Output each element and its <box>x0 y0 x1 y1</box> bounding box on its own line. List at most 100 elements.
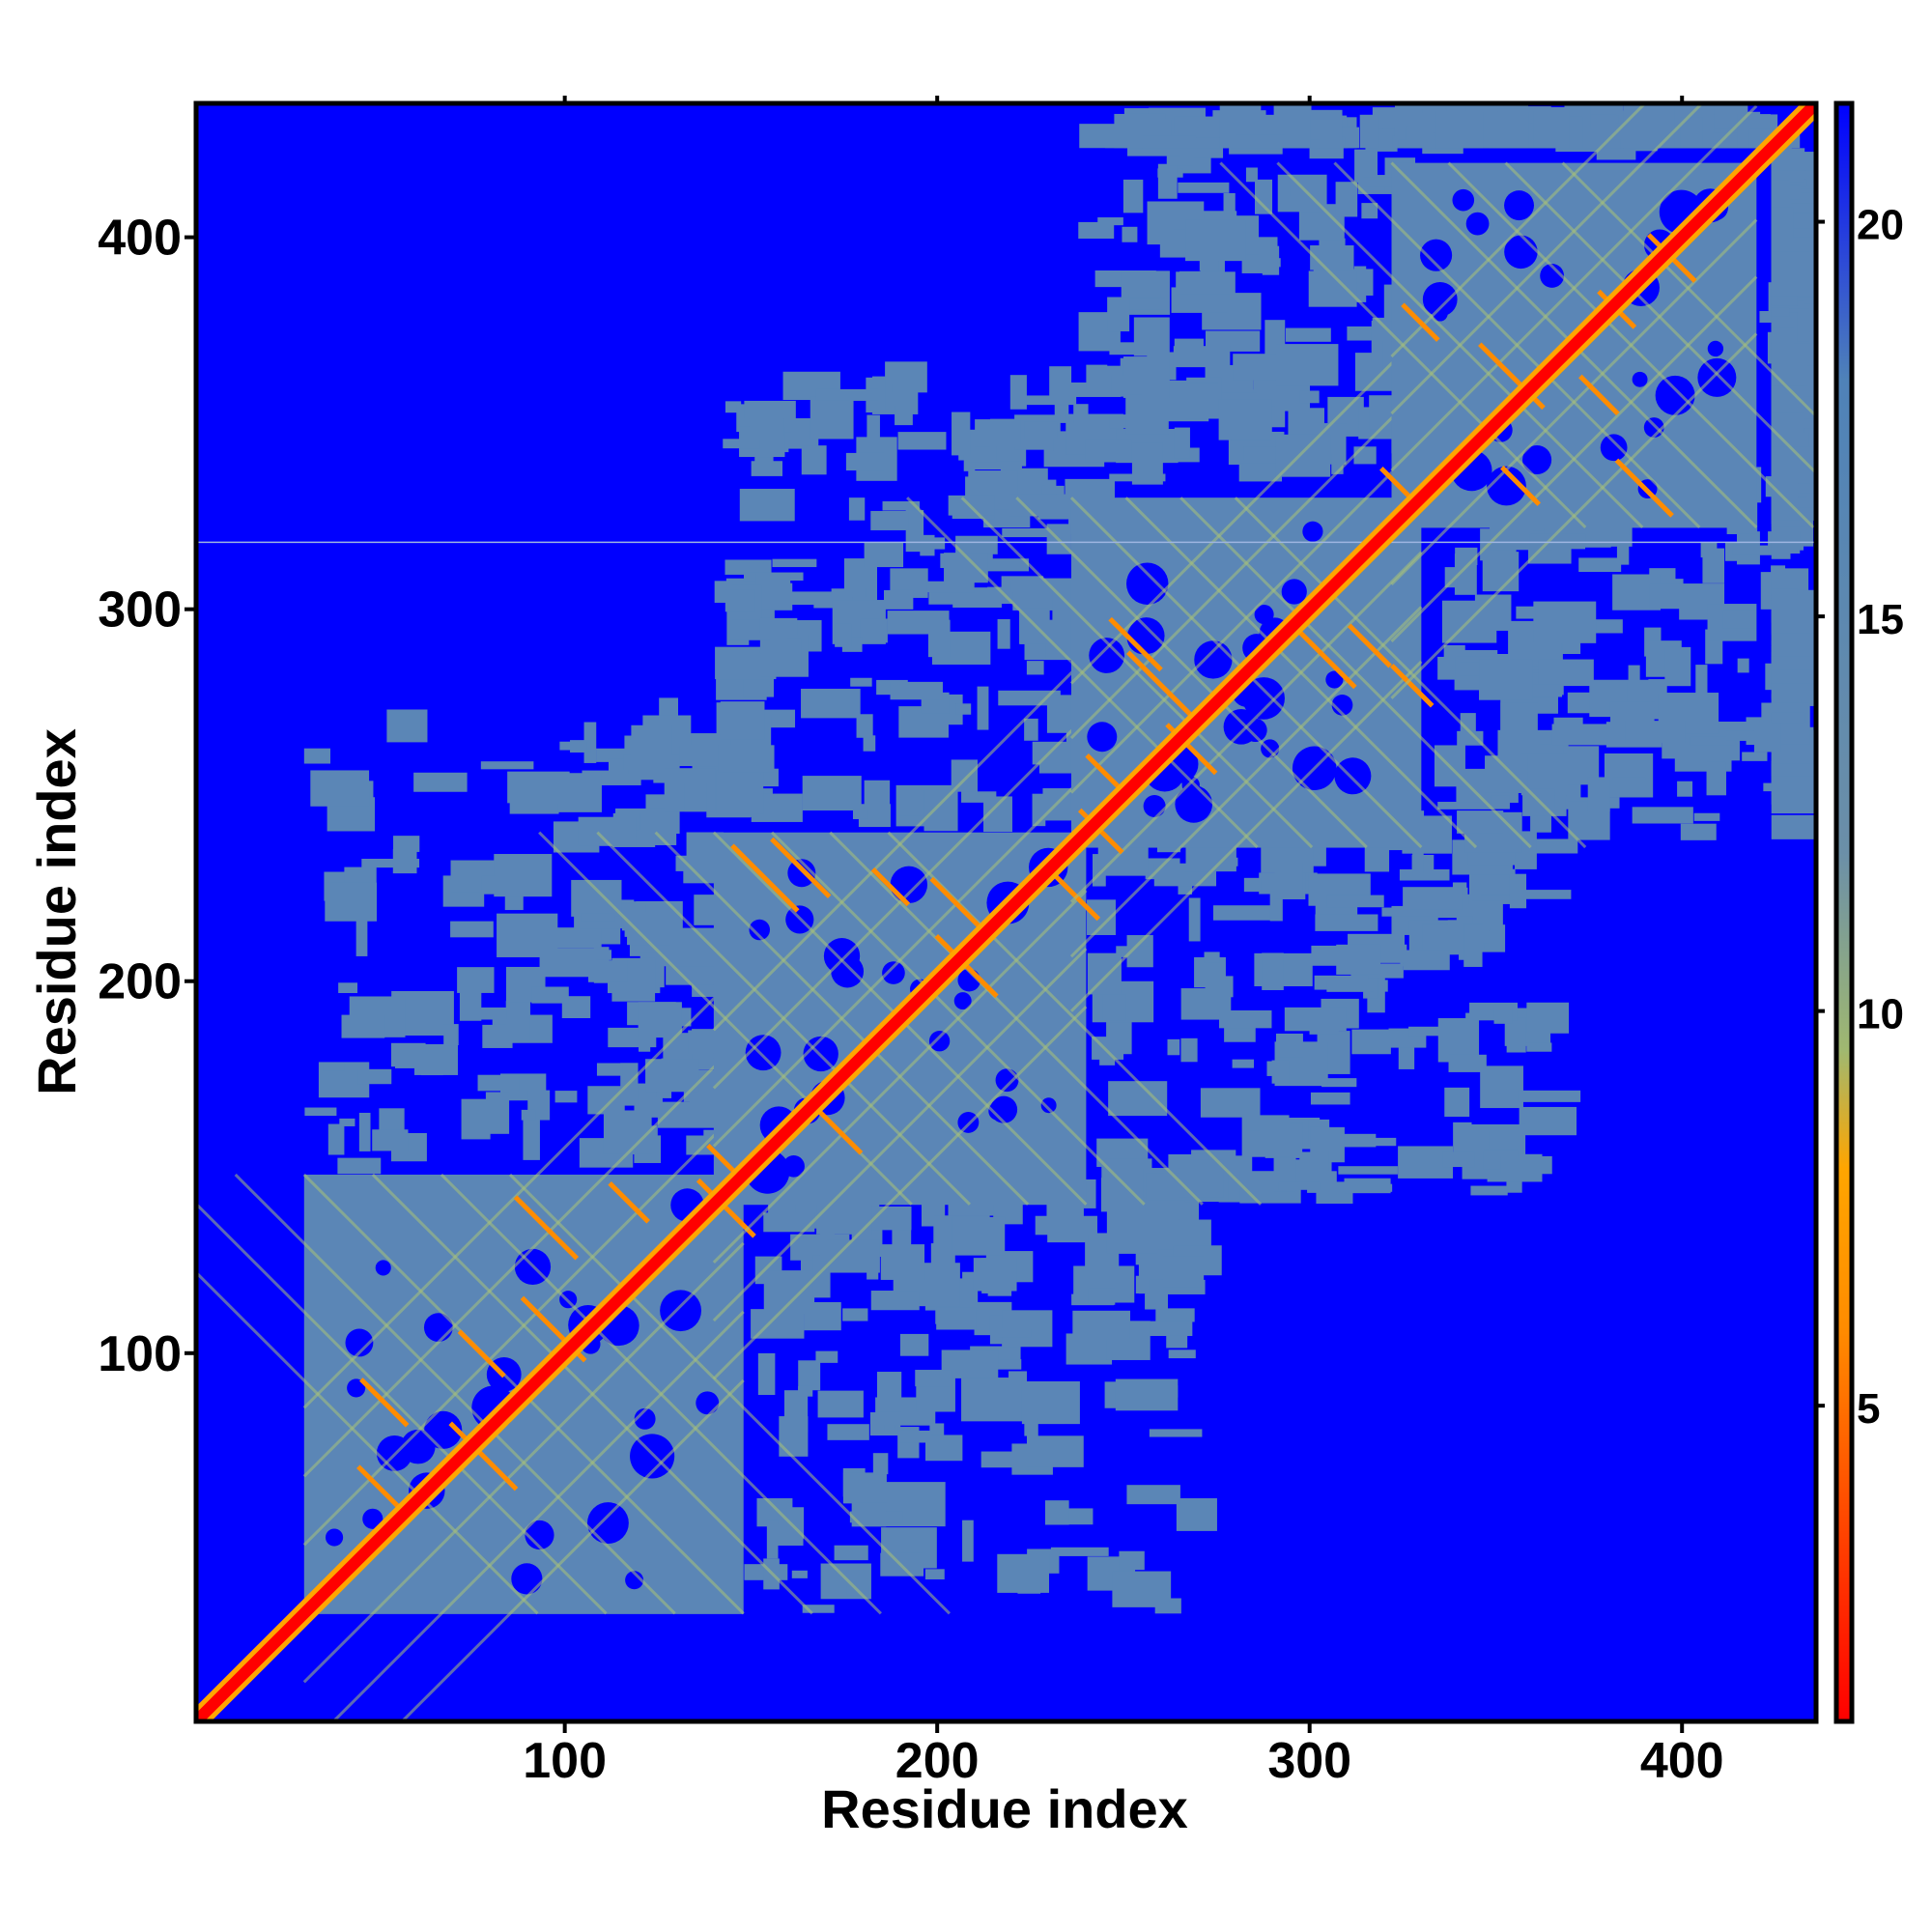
y-axis: 100 200 300 400 <box>98 211 196 1382</box>
heatmap-cell <box>1690 736 1736 746</box>
heatmap-cell <box>1107 1205 1129 1235</box>
heatmap-cell <box>1180 1037 1198 1063</box>
heatmap-cell <box>1336 944 1381 975</box>
heatmap-cell <box>1200 1088 1261 1118</box>
heatmap-cell <box>1707 340 1724 357</box>
heatmap-cell <box>953 992 972 1010</box>
heatmap-cell <box>371 1173 813 1615</box>
heatmap-cell <box>1435 111 1484 149</box>
heatmap-cell <box>485 1026 497 1035</box>
heatmap-cell <box>361 858 420 868</box>
heatmap-cell <box>551 927 602 949</box>
heatmap-cell <box>554 1091 578 1103</box>
heatmap-cell <box>856 714 873 738</box>
heatmap-cell <box>1273 1148 1296 1192</box>
heatmap-cell <box>571 879 622 917</box>
heatmap-cell <box>955 535 998 554</box>
heatmap-cell <box>513 1195 580 1261</box>
heatmap-cell <box>1504 190 1534 221</box>
heatmap-cell <box>1271 1060 1290 1084</box>
heatmap-cell <box>842 1308 868 1321</box>
heatmap-cell <box>1512 684 1564 696</box>
heatmap-cell <box>1261 739 1280 758</box>
x-axis: 100 200 300 400 <box>523 96 1724 1789</box>
heatmap-cell <box>1086 364 1108 389</box>
heatmap-cell <box>1085 439 1132 463</box>
heatmap-cell <box>494 854 553 897</box>
heatmap-cell <box>1276 1033 1303 1058</box>
heatmap-cell <box>1102 994 1126 1021</box>
heatmap-cell <box>1334 757 1372 795</box>
heatmap-cell <box>1326 895 1384 908</box>
heatmap-cell <box>1293 625 1357 690</box>
heatmap-cell <box>757 1352 776 1396</box>
heatmap-cell <box>1447 161 1815 529</box>
heatmap-cell <box>1019 395 1077 406</box>
heatmap-cell <box>1667 694 1697 714</box>
heatmap-cell <box>1771 207 1794 239</box>
heatmap-cell <box>1354 149 1378 183</box>
heatmap-cell <box>718 745 775 773</box>
heatmap-cell <box>1448 1054 1487 1072</box>
heatmap-cell <box>1218 399 1272 440</box>
heatmap-cell <box>1771 669 1816 684</box>
x-tick-label: 200 <box>895 1733 980 1789</box>
heatmap-cell <box>1315 914 1378 931</box>
x-axis-label: Residue index <box>821 1778 1188 1839</box>
heatmap-cell <box>905 510 924 553</box>
heatmap-cell <box>1188 897 1201 942</box>
heatmap-cell <box>1255 179 1273 214</box>
heatmap-cell <box>892 1227 912 1246</box>
heatmap-cell <box>1194 640 1233 679</box>
heatmap-cell <box>955 703 972 715</box>
heatmap-cell <box>1500 465 1541 506</box>
heatmap-cell <box>995 1068 1019 1093</box>
heatmap-cell <box>798 1360 821 1391</box>
colorbar-tick-label: 5 <box>1857 1385 1880 1433</box>
heatmap-cell <box>743 677 775 697</box>
heatmap-cell <box>521 1109 536 1121</box>
heatmap-cell <box>304 1107 337 1117</box>
heatmap-cell <box>897 432 947 450</box>
heatmap-cell <box>864 780 891 813</box>
heatmap-cell <box>1126 1485 1180 1505</box>
heatmap-cell <box>1009 375 1027 410</box>
heatmap-cell <box>1024 1417 1038 1436</box>
heatmap-cell <box>508 1173 952 1615</box>
heatmap-cell <box>1351 1137 1397 1147</box>
heatmap-cell <box>1335 182 1358 217</box>
heatmap-cell <box>1243 718 1267 743</box>
heatmap-cell <box>1361 203 1378 219</box>
heatmap-cell <box>1522 444 1552 475</box>
heatmap-cell <box>1219 1009 1272 1029</box>
heatmap-cell <box>1176 1497 1217 1531</box>
heatmap-cell <box>1500 1155 1552 1175</box>
heatmap-cell <box>1168 1350 1196 1359</box>
heatmap-cell <box>1044 1500 1069 1525</box>
heatmap-cell <box>1108 616 1163 672</box>
heatmap-cell <box>1412 846 1424 874</box>
heatmap-cell <box>310 770 370 807</box>
heatmap-cell <box>1119 1550 1145 1571</box>
heatmap-cell <box>850 677 872 687</box>
heatmap-cell <box>1561 161 1816 418</box>
heatmap-cell <box>1771 595 1816 634</box>
heatmap-cell <box>977 686 989 730</box>
heatmap-cell <box>834 1545 868 1561</box>
heatmap-cell <box>724 559 772 575</box>
heatmap-cell <box>358 1112 371 1151</box>
heatmap-cell <box>802 776 862 811</box>
colorbar-tick-label: 15 <box>1857 596 1904 643</box>
colorbar-frame <box>1833 100 1855 1724</box>
heatmap-cell <box>890 681 943 700</box>
heatmap-cell <box>1514 890 1572 899</box>
heatmap-cell <box>1538 659 1594 687</box>
heatmap-cell <box>810 396 854 440</box>
heatmap-cell <box>998 690 1061 706</box>
heatmap-cell <box>1732 545 1788 555</box>
heatmap-cell <box>1125 396 1169 435</box>
heatmap-cells <box>196 103 1816 1721</box>
heatmap-cell <box>1771 763 1816 777</box>
heatmap-cell <box>755 573 791 610</box>
heatmap-cell <box>587 1502 629 1545</box>
